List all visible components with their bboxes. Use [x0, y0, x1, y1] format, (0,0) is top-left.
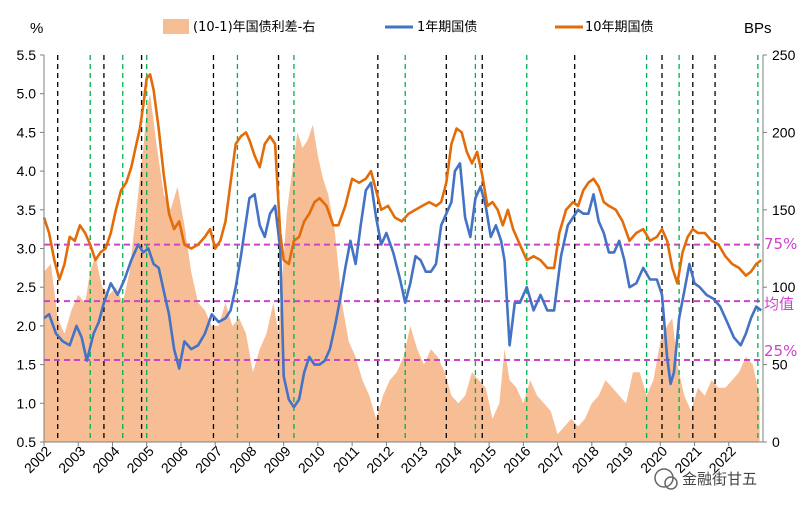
series-line-10y	[42, 73, 763, 285]
x-tick-label: 2015	[466, 443, 499, 476]
right-tick-label: 100	[772, 279, 796, 295]
left-tick-label: 1.5	[17, 357, 37, 373]
x-tick-label: 2010	[295, 443, 328, 476]
x-tick-label: 2007	[192, 443, 225, 476]
watermark-logo-icon	[654, 468, 674, 488]
right-tick-label: 0	[772, 434, 780, 450]
left-tick-label: 5.0	[17, 86, 37, 102]
spread-area	[44, 93, 760, 442]
left-axis-unit: %	[30, 20, 43, 37]
left-tick-label: 0.5	[17, 434, 37, 450]
watermark-logo-icon-2	[664, 476, 678, 490]
legend-label-1y: 1年期国债	[417, 20, 477, 35]
series-line-1y	[43, 162, 763, 409]
x-tick-label: 2004	[89, 443, 122, 476]
x-tick-label: 2009	[260, 443, 293, 476]
right-tick-label: 250	[772, 47, 796, 63]
yield-lines-layer	[42, 73, 763, 409]
left-tick-label: 3.5	[17, 202, 37, 218]
spread-area-layer	[44, 93, 760, 442]
ref-label-75: 75%	[764, 235, 797, 253]
legend: (10-1)年国债利差-右 1年期国债 10年期国债	[163, 19, 654, 35]
x-tick-label: 2017	[534, 443, 567, 476]
watermark-text: 金融街甘五	[682, 470, 757, 488]
x-tick-label: 2018	[569, 443, 602, 476]
legend-swatch-spread	[163, 19, 189, 34]
right-axis-unit: BPs	[744, 20, 772, 37]
x-tick-label: 2012	[363, 443, 396, 476]
watermark: 金融街甘五	[654, 468, 757, 490]
x-tick-label: 2006	[158, 443, 191, 476]
x-tick-label: 2003	[55, 443, 88, 476]
right-tick-label: 150	[772, 202, 796, 218]
axes-layer	[40, 54, 767, 446]
right-tick-label: 200	[772, 124, 796, 140]
x-tick-label: 2020	[637, 443, 670, 476]
left-tick-label: 3.0	[17, 241, 37, 257]
left-tick-label: 2.0	[17, 318, 37, 334]
x-tick-label: 2019	[603, 443, 636, 476]
legend-label-10y: 10年期国债	[585, 20, 654, 35]
x-tick-label: 2011	[330, 443, 363, 476]
x-tick-label: 2005	[123, 443, 156, 476]
left-tick-label: 4.0	[17, 163, 37, 179]
left-tick-label: 2.5	[17, 279, 37, 295]
x-tick-label: 2013	[397, 443, 430, 476]
x-tick-label: 2014	[432, 443, 465, 476]
ref-label-mean: 均值	[764, 295, 794, 313]
left-tick-label: 4.5	[17, 124, 37, 140]
cycle-lines-layer	[57, 55, 759, 442]
legend-label-spread: (10-1)年国债利差-右	[193, 20, 315, 35]
x-tick-label: 2016	[500, 443, 533, 476]
left-tick-label: 1.0	[17, 395, 37, 411]
left-tick-label: 5.5	[17, 47, 37, 63]
ref-label-25: 25%	[764, 342, 797, 360]
right-tick-label: 50	[772, 357, 788, 373]
x-tick-label: 2008	[226, 443, 259, 476]
